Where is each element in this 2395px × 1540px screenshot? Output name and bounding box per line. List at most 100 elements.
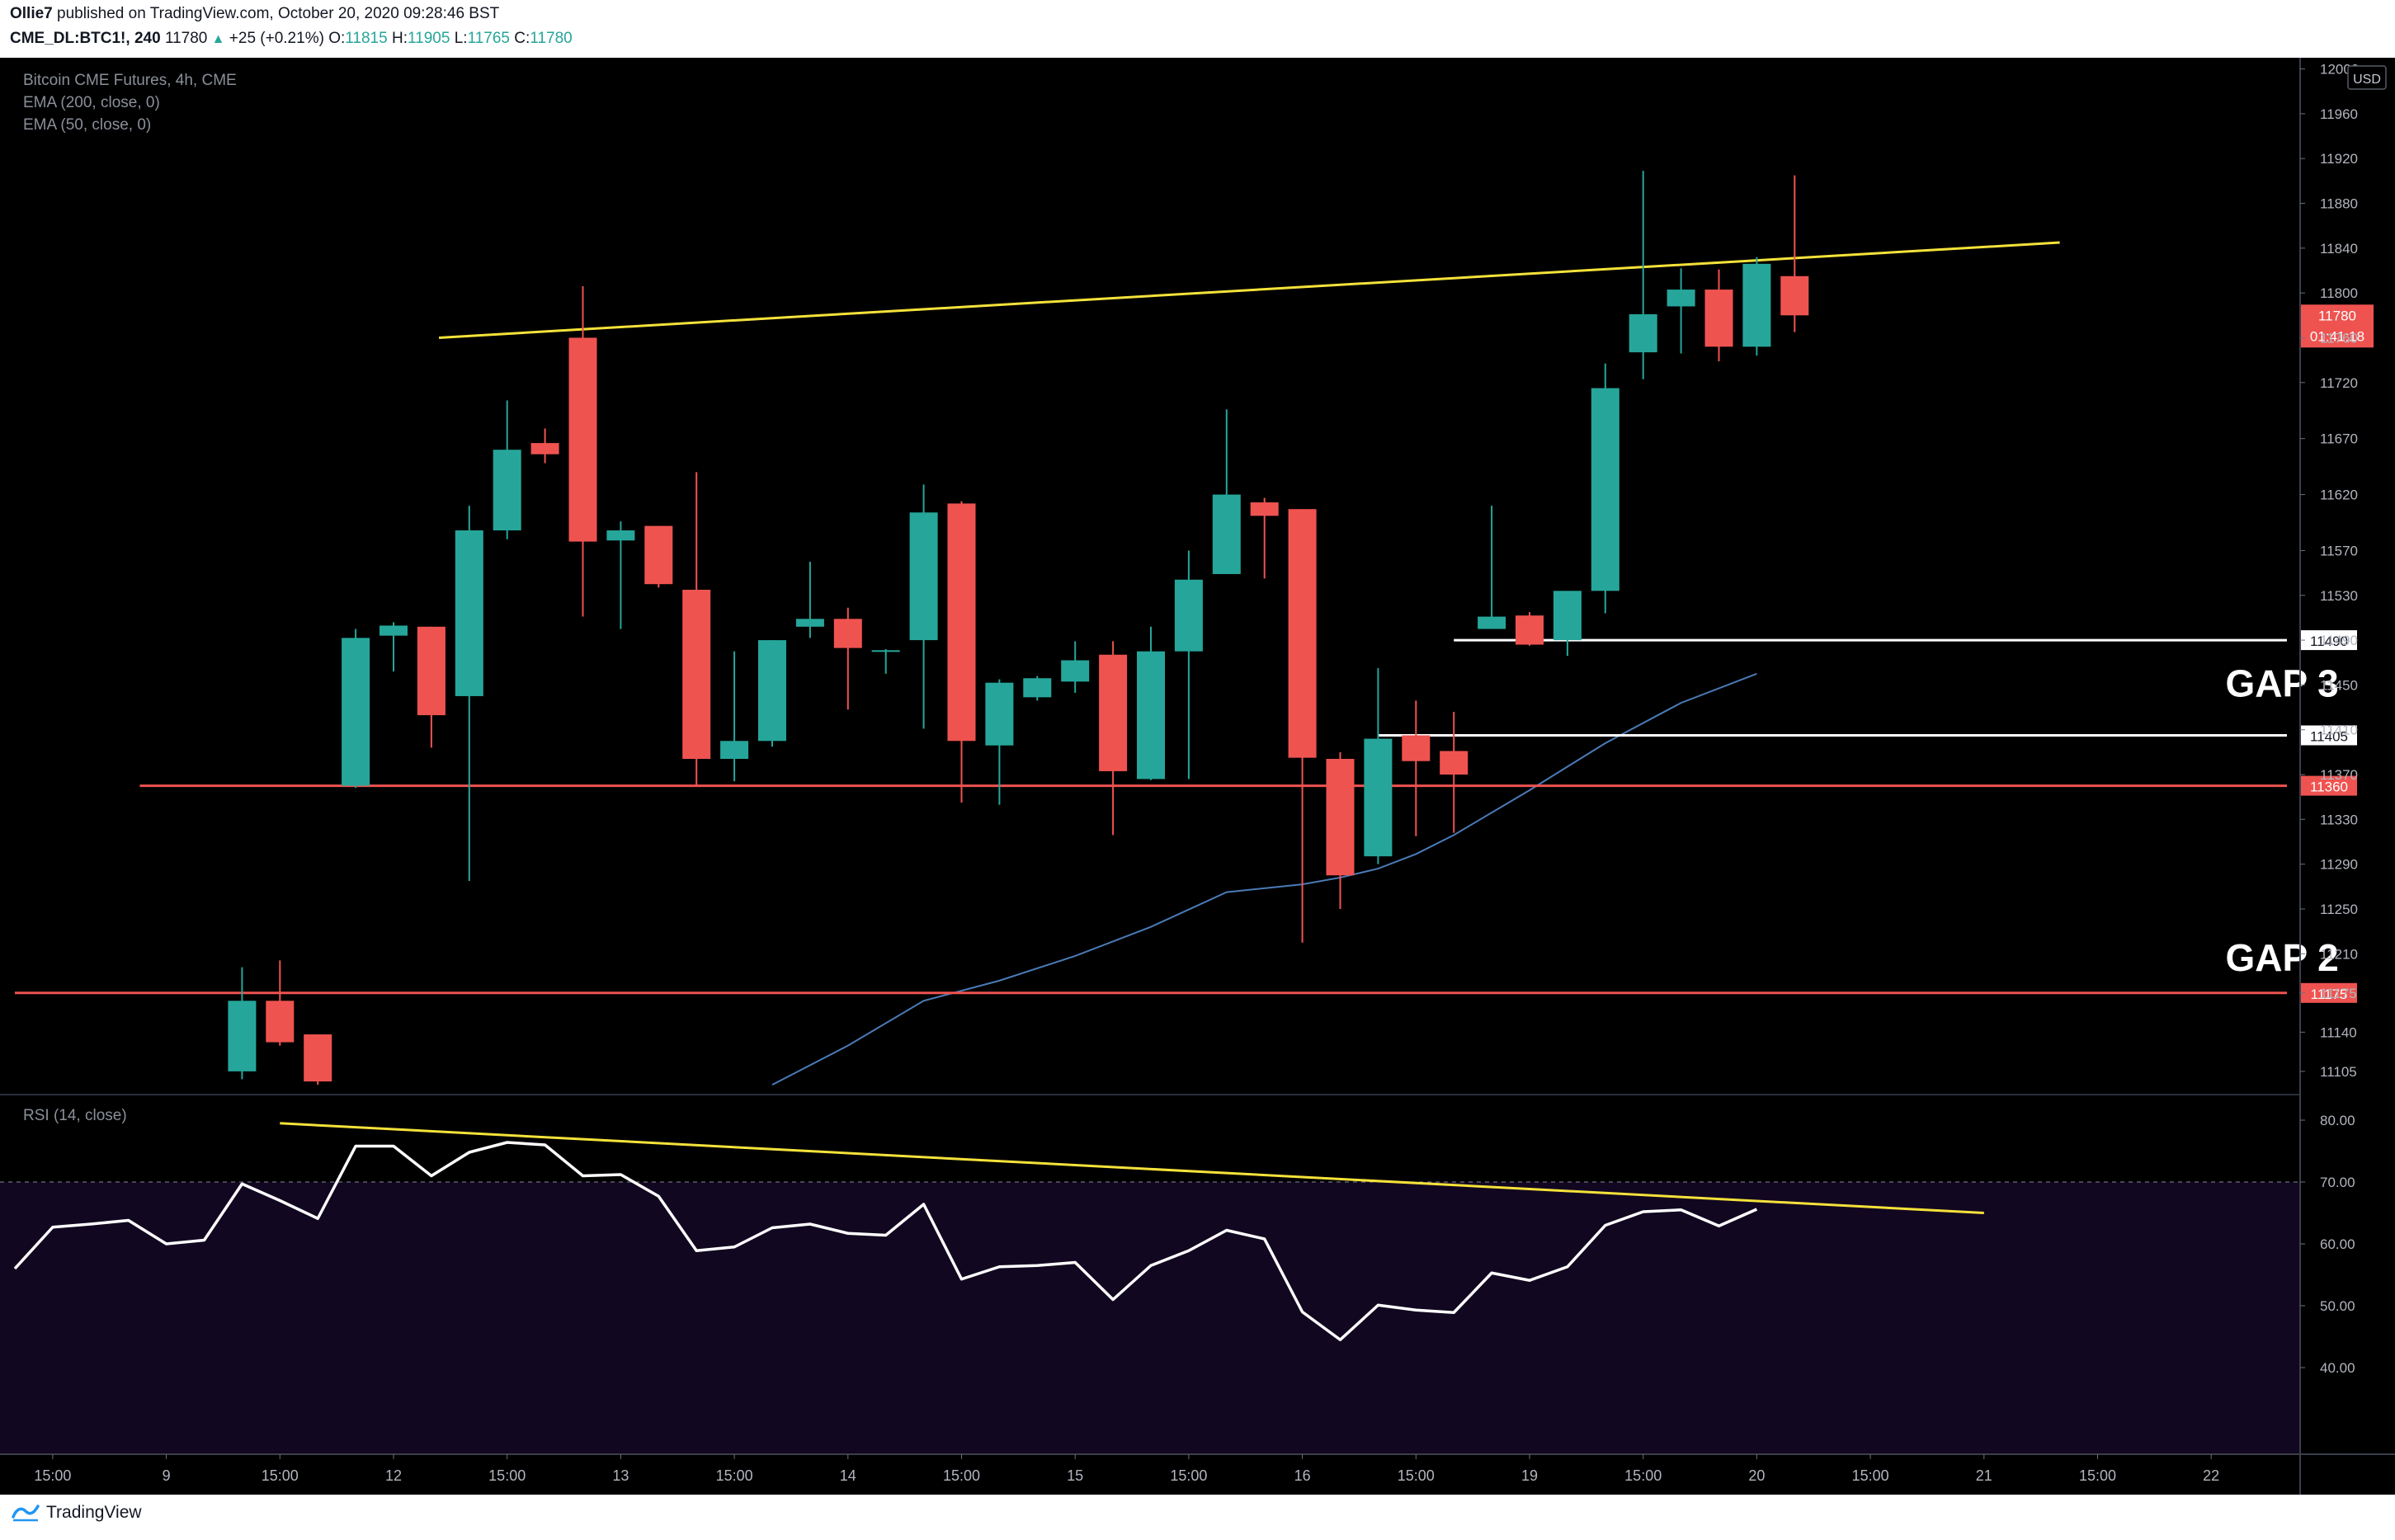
candle-body[interactable] (758, 640, 786, 742)
candle-body[interactable] (1667, 290, 1695, 307)
candle-body[interactable] (1704, 290, 1733, 347)
candle-body[interactable] (606, 530, 635, 541)
candle-body[interactable] (947, 503, 976, 742)
candle-body[interactable] (720, 741, 749, 760)
candle-body[interactable] (1780, 276, 1809, 316)
candle-body[interactable] (1174, 579, 1203, 652)
author-name[interactable]: Ollie7 (10, 5, 53, 22)
price-tick-label: 11620 (2320, 487, 2358, 503)
legend-rsi[interactable]: RSI (14, close) (23, 1107, 127, 1124)
candle-body[interactable] (871, 650, 900, 652)
time-tick-label: 15:00 (1852, 1467, 1889, 1484)
low-value: 11765 (467, 30, 510, 47)
candle-body[interactable] (530, 443, 559, 454)
candle-body[interactable] (682, 589, 711, 760)
candle-body[interactable] (1402, 735, 1431, 761)
candle-body[interactable] (304, 1034, 332, 1082)
time-tick-label: 16 (1294, 1467, 1311, 1484)
time-tick-label: 12 (385, 1467, 402, 1484)
ema-line[interactable] (771, 672, 1757, 1086)
tradingview-brand[interactable]: TradingView (12, 1503, 142, 1523)
price-tick-label: 11210 (2320, 946, 2358, 962)
rsi-pane[interactable] (0, 1122, 2300, 1454)
rsi-line[interactable] (13, 1141, 1758, 1341)
rsi-band (0, 1182, 2300, 1454)
legend-ema50[interactable]: EMA (50, close, 0) (23, 116, 151, 134)
candle-body[interactable] (644, 525, 673, 585)
candle-body[interactable] (228, 1001, 257, 1071)
time-tick-label: 19 (1521, 1467, 1538, 1484)
rsi-tick-label: 60.00 (2320, 1236, 2355, 1252)
price-tag-box (2301, 725, 2357, 746)
candle-body[interactable] (1061, 660, 1090, 682)
candle-body[interactable] (266, 1001, 295, 1043)
candle-body[interactable] (833, 619, 862, 648)
price-tick-label: 11105 (2320, 1064, 2357, 1080)
time-tick-label: 15:00 (943, 1467, 980, 1484)
candle-body[interactable] (1478, 616, 1506, 629)
gap-annotation: GAP 2 (2225, 936, 2338, 979)
time-tick-label: 14 (840, 1467, 856, 1484)
chart-canvas[interactable]: GAP 3 GAP 2 11360 11175 11490 11405 11780 01:4… (0, 58, 2395, 1495)
candle-body[interactable] (1099, 654, 1128, 771)
current-price-box (2301, 304, 2374, 348)
time-tick-label: 15:00 (262, 1467, 299, 1484)
time-tick-label: 20 (1748, 1467, 1765, 1484)
candle-body[interactable] (1250, 502, 1279, 516)
price-tick-label: 11290 (2320, 857, 2358, 873)
up-triangle-icon: ▲ (211, 32, 225, 46)
price-tick-label: 11490 (2320, 633, 2358, 648)
price-tick-label: 11570 (2320, 543, 2358, 558)
open-value: 11815 (345, 30, 388, 47)
candle-body[interactable] (1212, 494, 1241, 574)
current-price-label: 11780 (2318, 308, 2356, 323)
candle-body[interactable] (1629, 313, 1657, 353)
low-label: L: (454, 30, 468, 47)
time-tick-label: 15:00 (34, 1467, 71, 1484)
price-tag-label: 11360 (2310, 779, 2348, 795)
candle-body[interactable] (1288, 509, 1317, 758)
symbol-label[interactable]: CME_DL:BTC1!, 240 (10, 30, 161, 47)
price-tick-label: 11175 (2320, 986, 2357, 1001)
legend-ema200[interactable]: EMA (200, close, 0) (23, 94, 160, 111)
price-tick-label: 11410 (2320, 723, 2358, 738)
currency-box[interactable]: USD (2347, 65, 2387, 90)
ohlc-line: CME_DL:BTC1!, 240 11780 ▲ +25 (+0.21%) O… (10, 30, 573, 48)
tradingview-logo-icon (12, 1505, 40, 1522)
price-tick-label: 11880 (2320, 196, 2358, 212)
rsi-trendline[interactable] (280, 1122, 1984, 1214)
candle-body[interactable] (568, 337, 597, 542)
price-tick-label: 11450 (2320, 677, 2358, 693)
candle-body[interactable] (1364, 738, 1393, 857)
rsi-tick-label: 50.00 (2320, 1298, 2355, 1314)
price-tag-label: 11175 (2311, 987, 2348, 1002)
candle-body[interactable] (1742, 263, 1771, 347)
price-tick-label: 11800 (2320, 285, 2358, 301)
candle-body[interactable] (380, 625, 408, 636)
time-tick-label: 15:00 (716, 1467, 753, 1484)
candle-body[interactable] (795, 619, 824, 627)
price-tick-label: 11140 (2320, 1024, 2357, 1040)
candle-body[interactable] (1023, 678, 1052, 698)
candle-body[interactable] (417, 626, 446, 716)
candle-body[interactable] (1591, 388, 1619, 591)
candle-body[interactable] (1440, 751, 1469, 775)
legend-title[interactable]: Bitcoin CME Futures, 4h, CME (23, 72, 237, 89)
candle-body[interactable] (909, 512, 938, 641)
high-label: H: (391, 30, 408, 47)
price-pane[interactable]: GAP 3 GAP 2 (15, 171, 2339, 1086)
time-tick-label: 13 (612, 1467, 629, 1484)
candle-body[interactable] (342, 638, 370, 786)
time-tick-label: 15 (1067, 1467, 1083, 1484)
candle-body[interactable] (1553, 591, 1582, 641)
candle-body[interactable] (1326, 759, 1355, 876)
trendline-line[interactable] (438, 241, 2060, 339)
candle-body[interactable] (455, 530, 483, 696)
candle-body[interactable] (1137, 651, 1165, 779)
candle-body[interactable] (1516, 615, 1544, 645)
candle-body[interactable] (493, 450, 521, 531)
published-text: published on TradingView.com, October 20… (57, 5, 500, 22)
candle-body[interactable] (985, 682, 1014, 746)
close-label: C: (514, 30, 530, 47)
time-tick-label: 21 (1976, 1467, 1992, 1484)
